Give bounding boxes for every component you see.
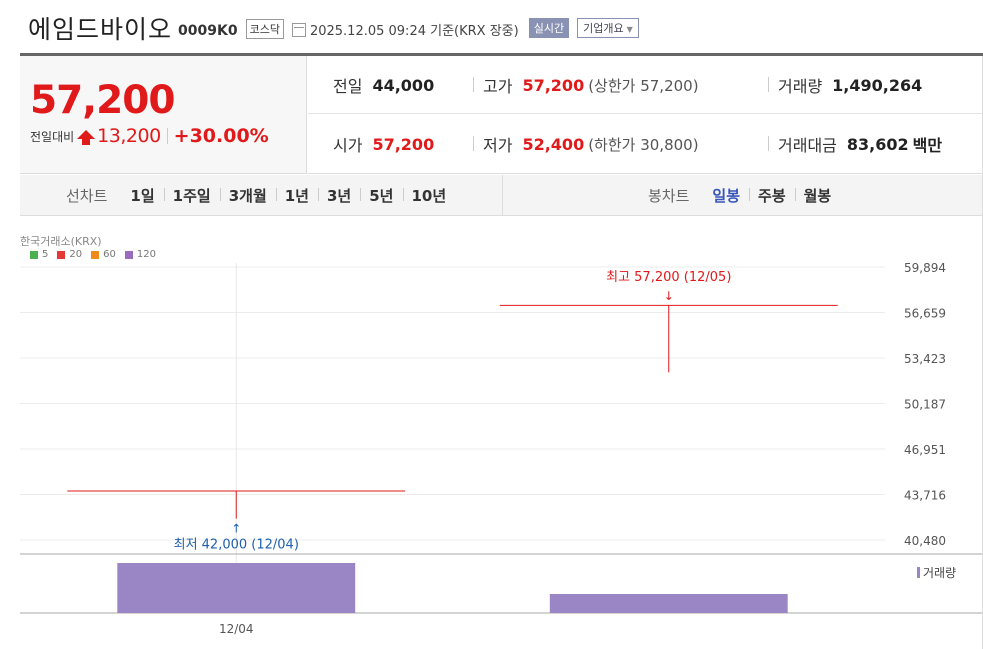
trade-value: 거래대금 83,602 백만 (768, 115, 942, 173)
tab-1d[interactable]: 1일 (130, 187, 155, 205)
price-summary: 57,200 전일대비 13,200 +30.00% (20, 56, 307, 174)
tab-daily[interactable]: 일봉 (712, 187, 741, 205)
up-arrow-icon (77, 129, 96, 145)
prev-close: 전일 44,000 (333, 75, 435, 97)
stock-name: 에임드바이오 (28, 15, 173, 44)
info-row: 전일 44,000 고가 57,200 (상한가 57,200) 거래량 1,4… (308, 56, 983, 114)
chart-period-bar: 선차트 1일 1주일 3개월 1년 3년 5년 10년 봉차트 일봉 주봉 월봉 (20, 175, 983, 216)
divider (502, 175, 503, 216)
candle-body (499, 304, 838, 306)
volume: 거래량 1,490,264 (768, 56, 922, 114)
legend-item-ma60: 60 (91, 249, 116, 260)
x-tick-label: 12/04 (219, 622, 254, 636)
separator (166, 128, 168, 144)
header-divider (20, 53, 983, 56)
quote-info-grid: 전일 44,000 고가 57,200 (상한가 57,200) 거래량 1,4… (308, 56, 983, 174)
min-arrow-icon: ↑ (231, 522, 241, 536)
moving-average-legend: 5 20 60 120 (30, 249, 165, 260)
company-overview-dropdown[interactable]: 기업개요 ▼ (577, 18, 639, 38)
low-price: 저가 52,400 (하한가 30,800) (473, 115, 699, 173)
stock-code: 0009K0 (178, 23, 238, 39)
tab-weekly[interactable]: 주봉 (749, 185, 795, 206)
change-label: 전일대비 (30, 129, 75, 144)
tab-5y[interactable]: 5년 (360, 185, 402, 206)
candle-chart-tabs: 봉차트 일봉 주봉 월봉 (648, 175, 840, 216)
quote-datetime: 2025.12.05 09:24 기준(KRX 장중) (309, 23, 519, 39)
tab-1y[interactable]: 1년 (275, 185, 318, 206)
max-arrow-icon: ↓ (664, 289, 674, 303)
min-annotation: 최저 42,000 (12/04) (174, 538, 299, 553)
realtime-button[interactable]: 실시간 (528, 18, 570, 38)
current-price: 57,200 (30, 78, 175, 123)
y-tick-label: 56,659 (904, 306, 946, 320)
candle-body (67, 490, 406, 492)
y-tick-label: 40,480 (904, 534, 946, 548)
tab-3y[interactable]: 3년 (318, 185, 360, 206)
y-tick-label: 53,423 (904, 352, 946, 366)
calendar-icon (291, 23, 306, 37)
line-chart-title: 선차트 (66, 187, 108, 205)
info-row: 시가 57,200 저가 52,400 (하한가 30,800) 거래대금 83… (308, 115, 983, 173)
tab-1w[interactable]: 1주일 (163, 185, 220, 206)
candle-chart-title: 봉차트 (648, 187, 690, 205)
chevron-down-icon: ▼ (626, 25, 633, 34)
tab-10y[interactable]: 10년 (402, 185, 456, 206)
volume-bar (549, 594, 788, 613)
legend-item-ma120: 120 (124, 249, 156, 260)
stock-chart[interactable]: 한국거래소(KRX) 5 20 60 120 59,894 56,659 53,42… (0, 217, 983, 649)
chart-canvas: 59,894 56,659 53,423 50,187 46,951 43,716 40,4… (20, 261, 982, 636)
tab-3m[interactable]: 3개월 (219, 185, 276, 206)
y-tick-label: 46,951 (904, 443, 946, 457)
y-tick-label: 50,187 (904, 398, 946, 412)
y-tick-label: 59,894 (904, 261, 946, 275)
change-percent: +30.00% (173, 125, 269, 147)
volume-legend: 거래량 (917, 564, 956, 581)
stock-header: 에임드바이오 0009K0 코스닥 2025.12.05 09:24 기준(KR… (28, 10, 639, 46)
max-annotation: 최고 57,200 (12/05) (606, 270, 731, 285)
line-chart-tabs: 선차트 1일 1주일 3개월 1년 3년 5년 10년 (66, 175, 455, 216)
y-tick-label: 43,716 (904, 488, 946, 502)
high-price: 고가 57,200 (상한가 57,200) (473, 56, 699, 114)
change-row: 전일대비 13,200 +30.00% (30, 125, 269, 147)
legend-item-ma5: 5 (30, 249, 48, 260)
volume-bar (117, 563, 356, 613)
change-value: 13,200 (97, 125, 161, 147)
exchange-label: 한국거래소(KRX) (20, 235, 102, 248)
open-price: 시가 57,200 (333, 134, 435, 156)
tab-monthly[interactable]: 월봉 (794, 185, 841, 206)
legend-item-ma20: 20 (57, 249, 82, 260)
market-badge: 코스닥 (245, 19, 284, 39)
